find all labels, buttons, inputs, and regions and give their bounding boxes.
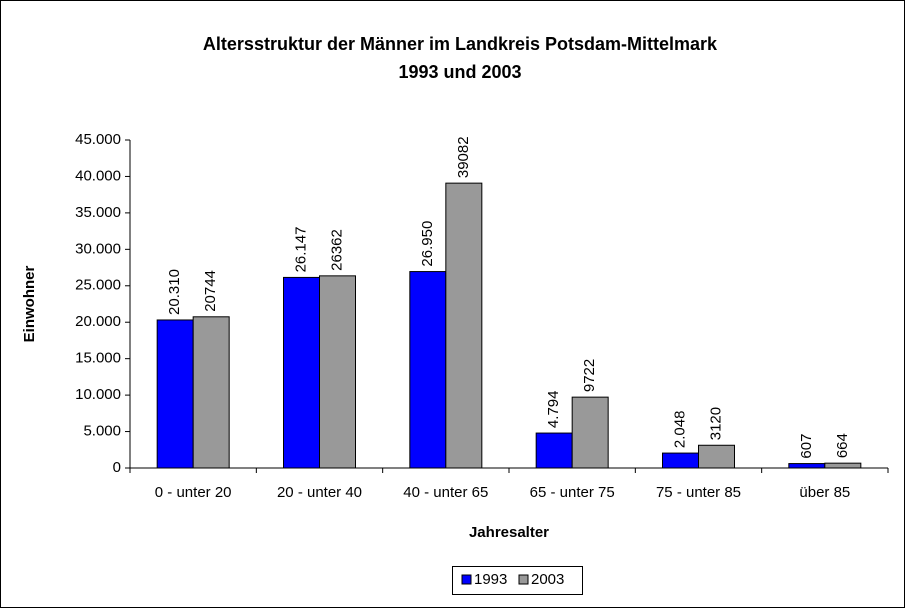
data-label: 2.048	[671, 411, 688, 449]
data-label: 20744	[202, 270, 219, 312]
y-tick-label: 25.000	[75, 277, 121, 294]
bar	[192, 316, 230, 469]
x-tick-label: 40 - unter 65	[403, 484, 488, 501]
bar	[535, 432, 573, 469]
y-tick-label: 40.000	[75, 167, 121, 184]
x-tick-label: über 85	[799, 484, 850, 501]
y-tick-label: 10.000	[75, 386, 121, 403]
x-axis-title: Jahresalter	[469, 524, 549, 541]
data-label: 4.794	[545, 391, 562, 429]
y-tick-label: 45.000	[75, 131, 121, 148]
y-tick-label: 30.000	[75, 240, 121, 257]
y-axis-title: Einwohner	[21, 266, 38, 343]
x-tick-label: 75 - unter 85	[656, 484, 741, 501]
y-tick-label: 5.000	[83, 423, 121, 440]
bar	[409, 271, 447, 469]
legend-label: 2003	[531, 571, 564, 588]
chart-title: Altersstruktur der Männer im Landkreis P…	[203, 34, 718, 54]
bar	[788, 463, 826, 469]
bar	[698, 444, 735, 469]
data-label: 26.147	[292, 227, 309, 273]
x-tick-label: 65 - unter 75	[530, 484, 615, 501]
legend-box	[452, 566, 583, 595]
x-tick-label: 20 - unter 40	[277, 484, 362, 501]
data-label: 26.950	[419, 221, 436, 267]
data-label: 664	[834, 433, 851, 458]
y-tick-label: 15.000	[75, 350, 121, 367]
bar	[824, 462, 862, 469]
bar	[445, 182, 483, 469]
bar	[662, 452, 699, 469]
data-label: 9722	[581, 359, 598, 392]
y-tick-label: 20.000	[75, 313, 121, 330]
y-tick-label: 0	[113, 459, 121, 476]
bar	[283, 276, 320, 469]
legend-label: 1993	[474, 571, 507, 588]
legend-swatch	[518, 574, 529, 585]
data-label: 20.310	[166, 269, 183, 315]
bar	[319, 275, 356, 469]
chart-subtitle: 1993 und 2003	[398, 62, 521, 82]
data-label: 39082	[455, 136, 472, 178]
data-label: 607	[798, 434, 815, 459]
bar	[571, 396, 609, 469]
bar	[156, 319, 194, 469]
data-label: 26362	[328, 229, 345, 271]
data-label: 3120	[707, 407, 724, 440]
legend-swatch	[461, 574, 472, 585]
y-tick-label: 35.000	[75, 204, 121, 221]
x-tick-label: 0 - unter 20	[155, 484, 232, 501]
